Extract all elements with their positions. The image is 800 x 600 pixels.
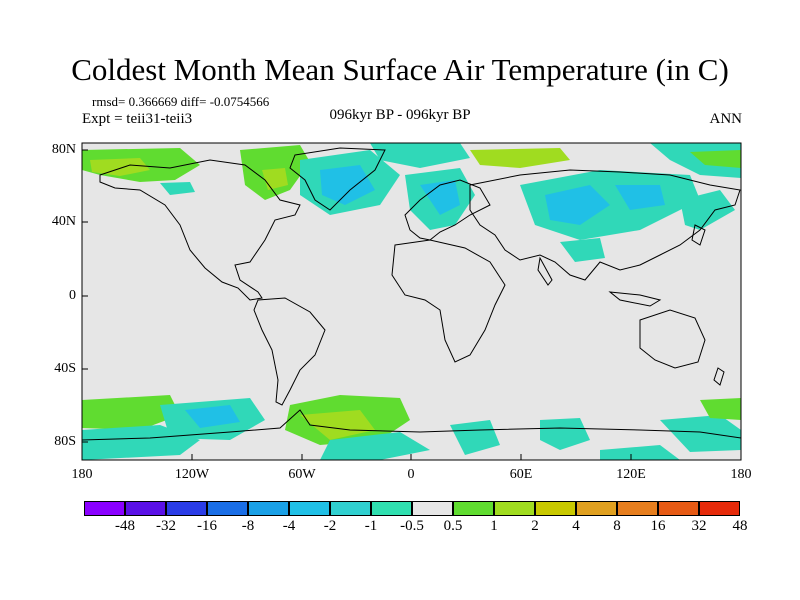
colorbar-label: 1 [490,518,498,534]
colorbar-label: 0.5 [443,518,463,534]
colorbar-label: -1 [364,518,378,534]
colorbar-swatch [658,501,699,516]
colorbar-swatch [371,501,412,516]
colorbar-swatch [453,501,494,516]
colorbar-swatch [248,501,289,516]
axis-ticks [81,149,742,460]
colorbar-label: -8 [241,518,255,534]
period-label: 096kyr BP - 096kyr BP [329,107,471,123]
colorbar-swatch [535,501,576,516]
colorbar-label: -2 [323,518,337,534]
antarctic-anomaly-patches [82,395,741,460]
map-title: Coldest Month Mean Surface Air Temperatu… [71,52,729,87]
colorbar-label: 2 [531,518,539,534]
colorbar-swatch [166,501,207,516]
arctic-anomaly-patches [82,143,741,262]
lat-label-40n: 40N [51,214,76,229]
lon-label-60e: 60E [509,467,533,482]
colorbar-swatch [207,501,248,516]
lon-label-0: 0 [407,467,415,482]
colorbar-label: -4 [282,518,296,534]
lat-label-80s: 80S [54,434,76,449]
lon-label-120w: 120W [174,467,210,482]
colorbar-label: -48 [115,518,135,534]
colorbar-swatch [330,501,371,516]
lat-label-40s: 40S [54,361,76,376]
stats-label: rmsd= 0.366669 diff= -0.0754566 [92,94,270,109]
colorbar-swatch [289,501,330,516]
colorbar-swatch [494,501,535,516]
colorbar-label: 4 [572,518,580,534]
lon-label-120e: 120E [616,467,646,482]
lon-label-60w: 60W [288,467,316,482]
colorbar-swatch [699,501,740,516]
colorbar-label: 16 [650,518,666,534]
colorbar-swatch [576,501,617,516]
colorbar-label: 48 [732,518,748,534]
lat-label-eq: 0 [69,288,76,303]
lon-label-180e: 180 [730,467,752,482]
colorbar-label: 8 [613,518,621,534]
colorbar-label: -32 [156,518,176,534]
experiment-label: Expt = teii31-teii3 [82,111,193,127]
colorbar-swatch [125,501,166,516]
lat-label-80n: 80N [51,142,76,157]
lon-label-180w: 180 [71,467,93,482]
coastlines [82,147,741,441]
colorbar-swatch [412,501,453,516]
season-label: ANN [709,111,743,127]
colorbar-swatch [84,501,125,516]
colorbar-label: -16 [197,518,217,534]
colorbar-label: -0.5 [400,518,424,534]
colorbar-swatch [617,501,658,516]
colorbar-label: 32 [691,518,707,534]
